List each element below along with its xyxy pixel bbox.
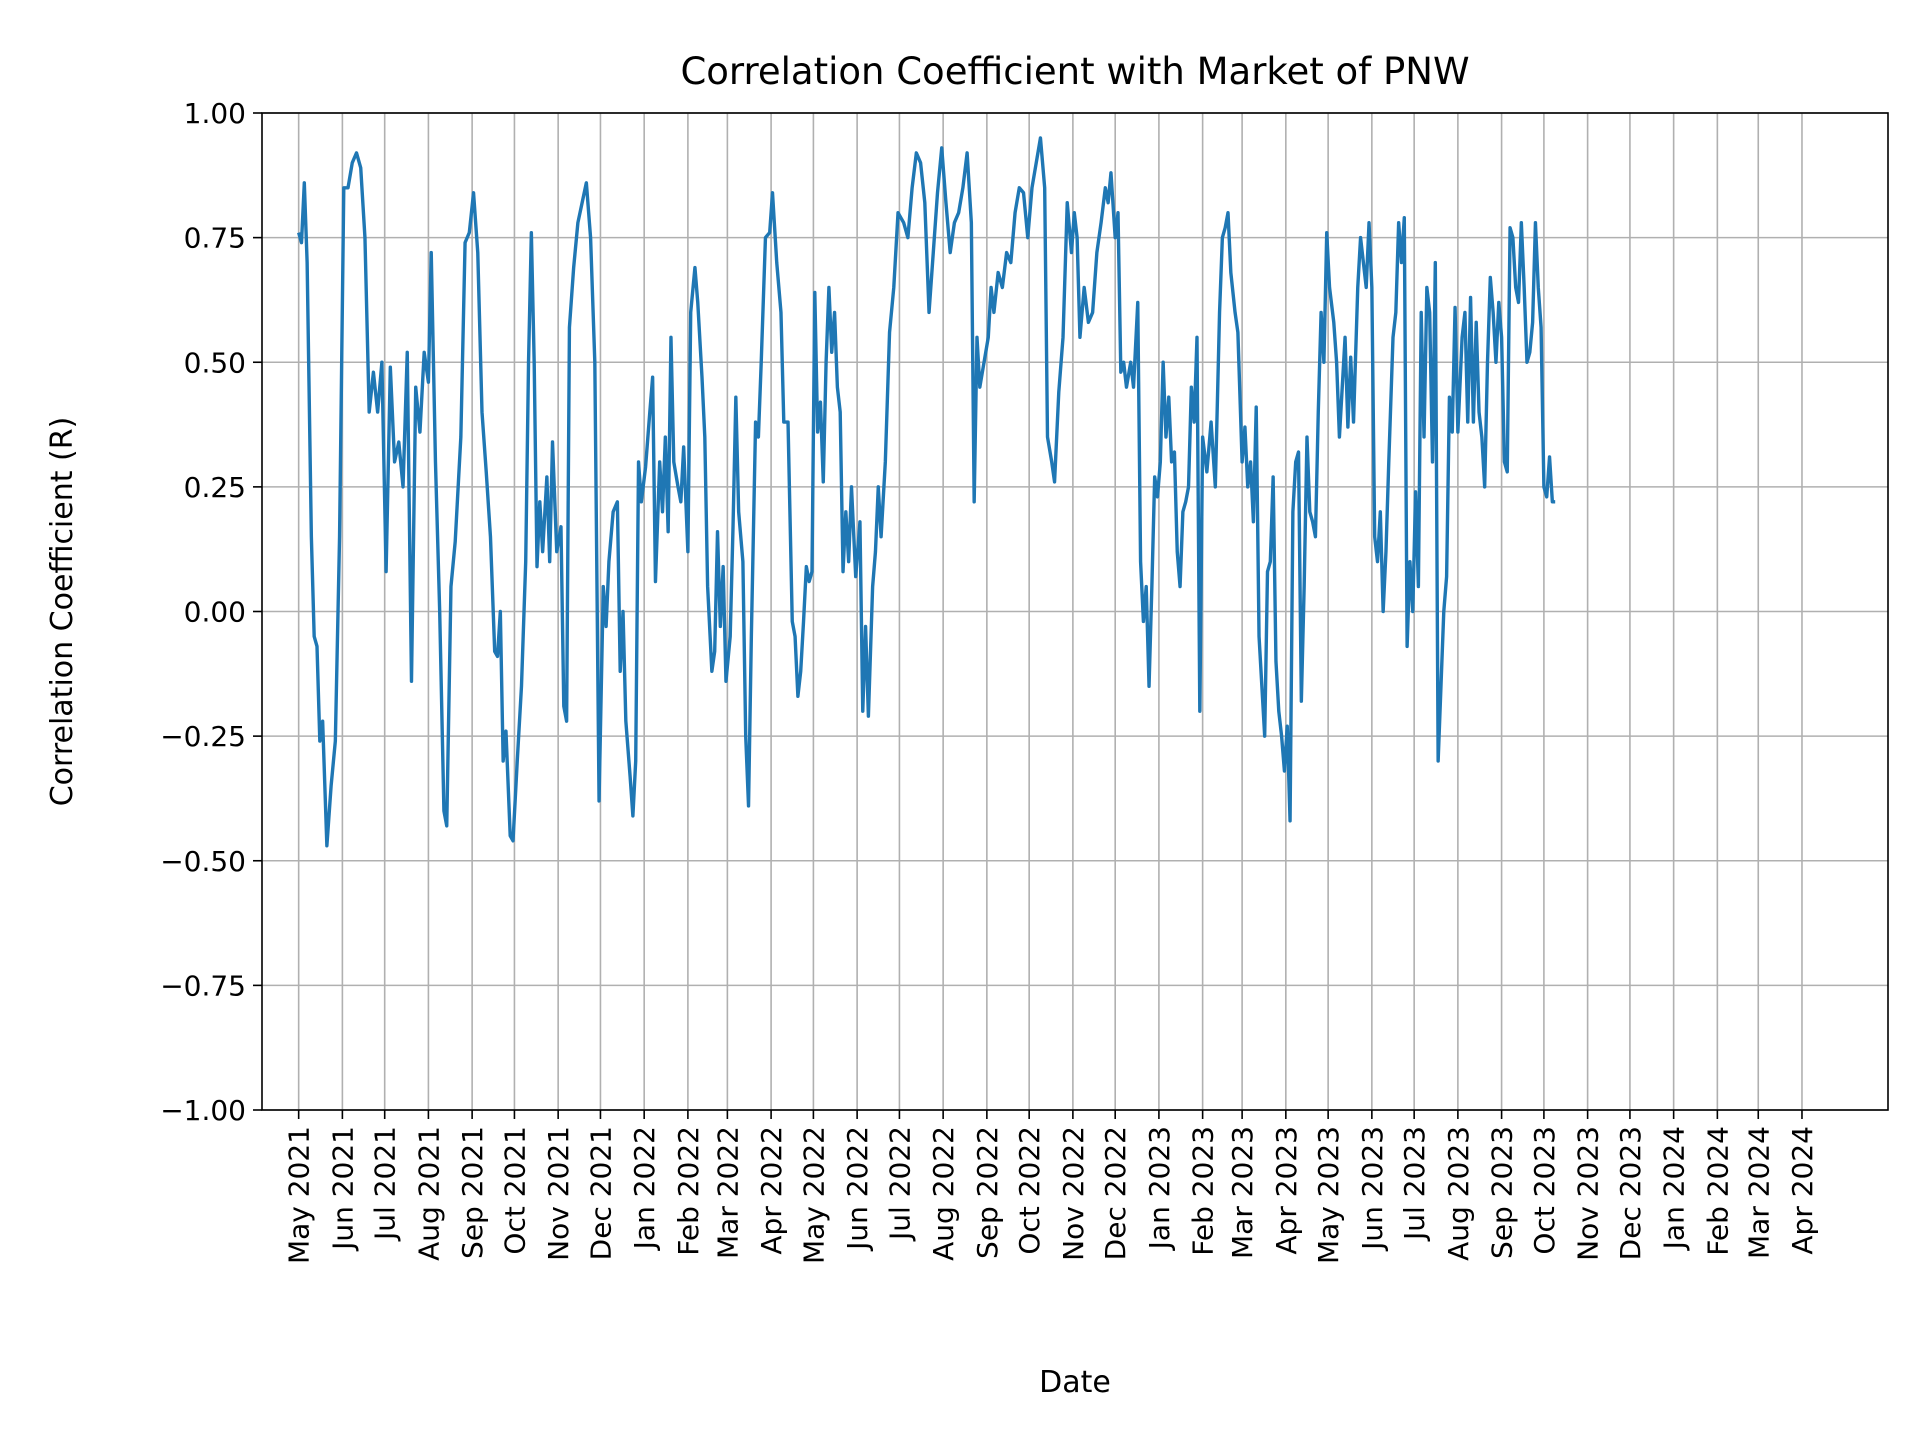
- y-tick-label: −0.25: [160, 720, 246, 753]
- x-tick-label: Dec 2021: [584, 1126, 617, 1260]
- x-tick-label: May 2022: [797, 1126, 830, 1264]
- x-tick-label: Feb 2022: [672, 1126, 705, 1256]
- y-tick-label: 0.25: [184, 471, 246, 504]
- x-tick-label: Nov 2021: [542, 1126, 575, 1261]
- x-tick-label: Apr 2022: [755, 1126, 788, 1255]
- y-axis-title: Correlation Coefficient (R): [45, 417, 80, 807]
- x-tick-label: Aug 2022: [927, 1126, 960, 1261]
- x-tick-label: Jul 2023: [1398, 1126, 1431, 1242]
- x-tick-label: Aug 2023: [1442, 1126, 1475, 1261]
- x-tick-label: Jun 2021: [326, 1126, 359, 1252]
- x-tick-label: Dec 2022: [1099, 1126, 1132, 1260]
- x-tick-label: Feb 2023: [1187, 1126, 1220, 1256]
- x-tick-label: Nov 2023: [1572, 1126, 1605, 1261]
- x-tick-label: Mar 2022: [711, 1126, 744, 1259]
- y-tick-label: −1.00: [160, 1094, 246, 1127]
- series-line: [297, 136, 1556, 848]
- x-tick-label: Jun 2023: [1356, 1126, 1389, 1252]
- y-axis-ticks: −1.00 −0.75 −0.50 −0.25 0.00 0.25 0.50 0.75 1.00: [160, 97, 262, 1127]
- x-tick-label: Aug 2021: [412, 1126, 445, 1261]
- x-tick-label: Sep 2023: [1486, 1126, 1519, 1259]
- x-tick-label: Mar 2023: [1226, 1126, 1259, 1259]
- x-axis-title: Date: [1039, 1365, 1111, 1400]
- x-tick-label: May 2023: [1312, 1126, 1345, 1264]
- x-tick-label: Oct 2022: [1013, 1126, 1046, 1255]
- x-tick-label: Jul 2022: [883, 1126, 916, 1242]
- y-tick-label: 1.00: [184, 97, 246, 130]
- x-tick-label: Sep 2022: [971, 1126, 1004, 1259]
- x-tick-label: Feb 2024: [1701, 1126, 1734, 1256]
- x-tick-label: Dec 2023: [1614, 1126, 1647, 1260]
- y-tick-label: 0.50: [184, 346, 246, 379]
- x-tick-label: Jan 2024: [1658, 1126, 1691, 1251]
- x-tick-label: Jan 2022: [628, 1126, 661, 1251]
- y-tick-label: 0.00: [184, 596, 246, 629]
- x-tick-label: Oct 2021: [498, 1126, 531, 1255]
- y-tick-label: −0.50: [160, 845, 246, 878]
- x-tick-label: May 2021: [283, 1126, 316, 1264]
- x-tick-label: Nov 2022: [1057, 1126, 1090, 1261]
- x-tick-label: Jun 2022: [841, 1126, 874, 1252]
- y-tick-label: 0.75: [184, 222, 246, 255]
- x-tick-label: Sep 2021: [456, 1126, 489, 1259]
- grid: [262, 112, 1888, 1111]
- y-tick-label: −0.75: [160, 969, 246, 1002]
- x-tick-label: Oct 2023: [1528, 1126, 1561, 1255]
- x-tick-label: Mar 2024: [1742, 1126, 1775, 1259]
- series-layer: [297, 136, 1556, 848]
- x-tick-label: Jan 2023: [1143, 1126, 1176, 1251]
- x-tick-label: Apr 2023: [1270, 1126, 1303, 1255]
- x-tick-label: Apr 2024: [1786, 1126, 1819, 1255]
- x-tick-label: Jul 2021: [369, 1126, 402, 1242]
- x-axis-ticks: May 2021 Jun 2021 Jul 2021 Aug 2021 Sep 2021…: [283, 1110, 1819, 1264]
- chart-title: Correlation Coefficient with Market of P…: [680, 50, 1469, 93]
